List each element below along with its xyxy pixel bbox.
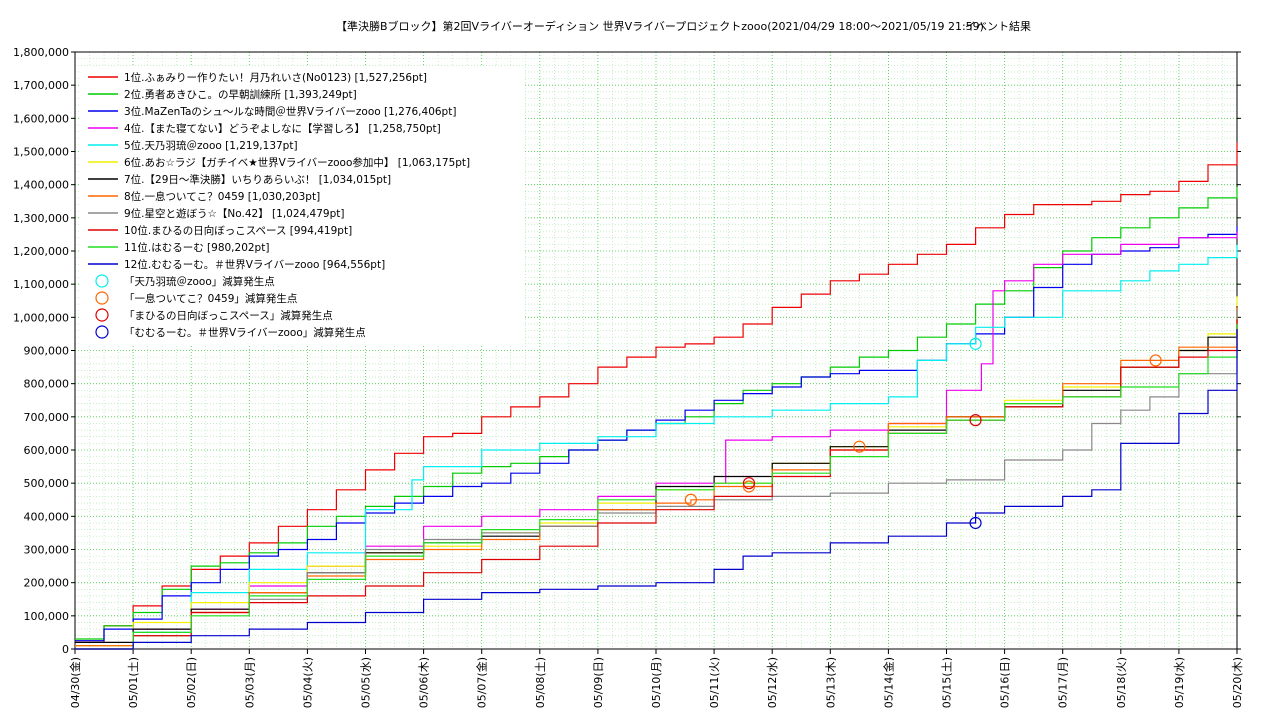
- x-tick-label: 05/20(木): [1231, 657, 1244, 708]
- x-tick-label: 05/13(木): [824, 657, 837, 708]
- legend-label-series-3: 3位.MaZenTaのシュ〜ルな時間＠世界Vライバーzooo [1,276,40…: [124, 105, 456, 118]
- y-tick-label: 500,000: [24, 477, 70, 490]
- y-tick-label: 1,700,000: [13, 79, 69, 92]
- series-layer: [75, 142, 1238, 650]
- legend-label-series-2: 2位.勇者あきひこ。の早朝訓練所 [1,393,249pt]: [124, 88, 357, 101]
- series-line-11: [75, 323, 1238, 650]
- legend-label-marker-1: 「天乃羽琉＠zooo」減算発生点: [124, 275, 275, 288]
- legend-swatch-marker-1: [95, 274, 109, 288]
- legend-swatch-marker-2: [95, 291, 109, 305]
- y-tick-label: 400,000: [24, 510, 70, 523]
- legend-swatch-marker-4: [95, 325, 109, 339]
- y-tick-label: 700,000: [24, 411, 70, 424]
- x-tick-label: 05/12(水): [766, 657, 779, 708]
- marker-point-2: [684, 493, 697, 506]
- y-tick-label: 800,000: [24, 378, 70, 391]
- x-tick-label: 04/30(金): [68, 657, 82, 708]
- y-tick-label: 300,000: [24, 544, 70, 557]
- marker-point-2: [853, 440, 866, 453]
- y-tick-label: 1,600,000: [13, 112, 69, 125]
- chart-title: 【準決勝Bブロック】第2回Vライバーオーディション 世界Vライバープロジェクトz…: [336, 19, 984, 33]
- y-tick-label: 100,000: [24, 610, 70, 623]
- legend-label-series-10: 10位.まひるの日向ぼっこスペース [994,419pt]: [124, 224, 352, 237]
- legend-background: [80, 66, 524, 344]
- markers-layer: [684, 337, 1162, 530]
- marker-point-3: [969, 414, 982, 427]
- legend-label-series-5: 5位.天乃羽琉＠zooo [1,219,137pt]: [124, 139, 298, 152]
- x-tick-label: 05/10(月): [650, 657, 663, 708]
- legend: 1位.ふぁみりー作りたい！月乃れいさ(No0123) [1,527,256pt]…: [80, 66, 524, 344]
- legend-label-series-8: 8位.一息ついてこ？0459 [1,030,203pt]: [124, 190, 320, 203]
- x-tick-label: 05/06(木): [418, 657, 431, 708]
- legend-label-series-9: 9位.星空と遊ぼう☆【No.42】 [1,024,479pt]: [124, 207, 344, 220]
- x-tick-label: 05/01(土): [127, 657, 140, 708]
- legend-label-series-4: 4位.【また寝てない】どうぞよしなに【学習しろ】 [1,258,750pt]: [124, 122, 441, 135]
- legend-swatch-marker-3: [95, 308, 109, 322]
- x-tick-label: 05/03(月): [243, 657, 256, 708]
- y-tick-label: 1,800,000: [13, 46, 69, 59]
- x-tick-label: 05/09(日): [592, 657, 605, 708]
- series-line-1: [75, 142, 1238, 643]
- legend-label-series-12: 12位.むむるーむ。＃世界Vライバーzooo [964,556pt]: [124, 258, 385, 271]
- legend-label-marker-4: 「むむるーむ。＃世界Vライバーzooo」減算発生点: [124, 326, 366, 339]
- x-tick-label: 05/02(日): [185, 657, 198, 708]
- x-tick-label: 05/07(金): [475, 657, 489, 708]
- marker-point-3: [742, 477, 756, 490]
- x-tick-label: 05/19(水): [1173, 657, 1186, 708]
- x-tick-label: 05/16(日): [999, 657, 1012, 708]
- series-line-5: [75, 244, 1238, 647]
- marker-point-4: [969, 516, 982, 530]
- legend-label-marker-2: 「一息ついてこ？0459」減算発生点: [124, 292, 297, 305]
- marker-point-2: [742, 480, 756, 493]
- y-tick-label: 1,500,000: [13, 146, 69, 159]
- legend-label-series-1: 1位.ふぁみりー作りたい！月乃れいさ(No0123) [1,527,256pt]: [124, 71, 427, 84]
- y-tick-label: 0: [62, 643, 69, 656]
- series-line-12: [75, 329, 1238, 650]
- y-tick-label: 1,200,000: [13, 245, 69, 258]
- y-tick-label: 200,000: [24, 577, 70, 590]
- legend-label-series-6: 6位.あお☆ラジ【ガチイベ★世界Vライバーzooo参加中】 [1,063,175…: [124, 156, 470, 169]
- x-tick-label: 05/17(月): [1057, 657, 1070, 708]
- marker-point-1: [969, 337, 982, 350]
- legend-label-series-7: 7位.【29日〜準決勝】いちりあらいぶ！ [1,034,015pt]: [124, 173, 391, 186]
- x-tick-label: 05/04(火): [301, 657, 314, 708]
- x-tick-label: 05/14(金): [881, 657, 895, 708]
- legend-label-marker-3: 「まひるの日向ぼっこスペース」減算発生点: [124, 309, 333, 322]
- y-tick-label: 1,000,000: [13, 311, 69, 324]
- y-tick-label: 600,000: [24, 444, 70, 457]
- y-tick-label: 900,000: [24, 345, 70, 358]
- y-tick-label: 1,400,000: [13, 179, 69, 192]
- chart-subtitle: イベント結果: [965, 19, 1031, 33]
- marker-point-2: [1149, 354, 1162, 367]
- x-tick-label: 05/18(火): [1115, 657, 1128, 708]
- y-tick-label: 1,300,000: [13, 212, 69, 225]
- legend-label-series-11: 11位.はむるーむ [980,202pt]: [124, 241, 269, 254]
- x-tick-label: 05/05(水): [360, 657, 373, 708]
- y-tick-label: 1,100,000: [13, 278, 69, 291]
- x-tick-label: 05/11(火): [708, 657, 721, 708]
- x-tick-label: 05/15(土): [941, 657, 954, 708]
- x-tick-label: 05/08(土): [534, 657, 547, 708]
